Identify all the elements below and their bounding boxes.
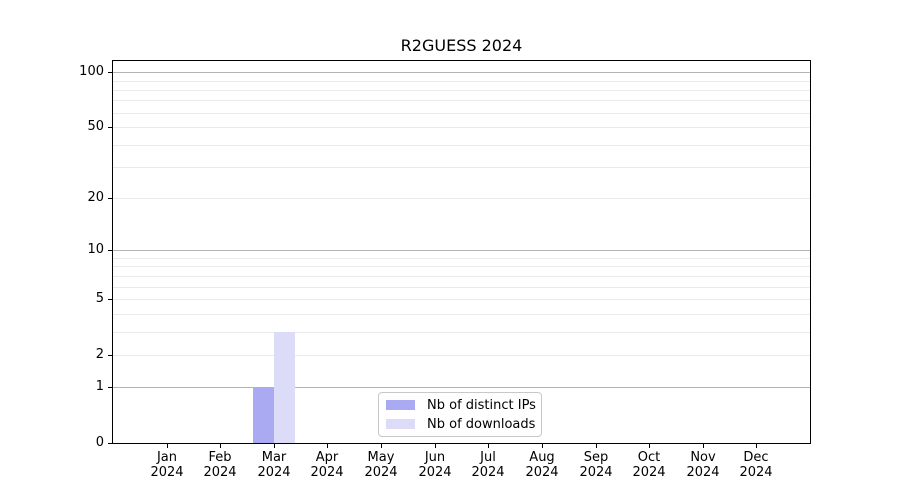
x-tick-label: Jul 2024 xyxy=(471,450,505,480)
minor-gridline xyxy=(113,313,810,315)
minor-gridline xyxy=(113,299,810,300)
y-tick-mark xyxy=(108,127,113,128)
x-tick-label: Mar 2024 xyxy=(257,450,291,480)
y-tick-label: 0 xyxy=(95,435,104,450)
x-tick-label: Jun 2024 xyxy=(418,450,452,480)
minor-gridline xyxy=(113,286,810,288)
minor-gridline xyxy=(113,354,810,356)
major-gridline xyxy=(113,387,810,389)
x-tick-label: Oct 2024 xyxy=(632,450,666,480)
plot-area xyxy=(112,60,811,444)
legend-item-distinct-ips: Nb of distinct IPs xyxy=(386,397,541,413)
y-tick-label: 50 xyxy=(87,119,104,134)
x-tick-mark xyxy=(327,443,328,448)
major-gridline xyxy=(113,72,810,74)
x-tick-mark xyxy=(274,443,275,448)
y-tick-mark xyxy=(108,72,113,73)
y-tick-label: 5 xyxy=(95,291,104,306)
y-tick-mark xyxy=(108,299,113,300)
y-tick-mark xyxy=(108,198,113,199)
minor-gridline xyxy=(113,275,810,277)
minor-gridline xyxy=(113,266,810,268)
y-tick-mark xyxy=(108,443,113,444)
minor-gridline xyxy=(113,144,810,146)
legend-swatch-downloads xyxy=(386,419,415,429)
x-tick-mark xyxy=(542,443,543,448)
major-gridline xyxy=(113,250,810,252)
x-tick-label: May 2024 xyxy=(364,450,398,480)
y-tick-label: 100 xyxy=(79,64,104,79)
minor-gridline xyxy=(113,127,810,129)
minor-gridline xyxy=(113,89,810,91)
y-tick-mark xyxy=(108,355,113,356)
y-tick-label: 20 xyxy=(87,190,104,205)
x-tick-mark xyxy=(596,443,597,448)
x-tick-mark xyxy=(435,443,436,448)
y-tick-label: 10 xyxy=(87,242,104,257)
x-tick-mark xyxy=(488,443,489,448)
minor-gridline xyxy=(113,198,810,200)
x-tick-label: Jan 2024 xyxy=(150,450,184,480)
x-tick-label: Sep 2024 xyxy=(579,450,613,480)
x-tick-label: Nov 2024 xyxy=(686,450,720,480)
minor-gridline xyxy=(113,112,810,114)
legend-label: Nb of distinct IPs xyxy=(427,397,536,413)
x-tick-mark xyxy=(381,443,382,448)
minor-gridline xyxy=(113,100,810,102)
y-tick-label: 2 xyxy=(95,347,104,362)
legend: Nb of distinct IPs Nb of downloads xyxy=(378,392,542,437)
legend-swatch-distinct-ips xyxy=(386,400,415,410)
y-tick-mark xyxy=(108,250,113,251)
minor-gridline xyxy=(113,257,810,259)
legend-label: Nb of downloads xyxy=(427,416,536,432)
y-tick-label: 1 xyxy=(95,379,104,394)
bar-nb-of-distinct-ips-mar xyxy=(252,387,274,443)
x-tick-mark xyxy=(756,443,757,448)
bar-nb-of-downloads-mar xyxy=(273,331,295,443)
minor-gridline xyxy=(113,331,810,333)
y-tick-mark xyxy=(108,387,113,388)
minor-gridline xyxy=(113,80,810,82)
legend-item-downloads: Nb of downloads xyxy=(386,416,541,432)
chart-title: R2GUESS 2024 xyxy=(400,36,523,55)
x-tick-mark xyxy=(649,443,650,448)
minor-gridline xyxy=(113,167,810,169)
x-tick-label: Apr 2024 xyxy=(310,450,344,480)
x-tick-label: Feb 2024 xyxy=(203,450,237,480)
x-tick-label: Dec 2024 xyxy=(739,450,773,480)
x-tick-label: Aug 2024 xyxy=(525,450,559,480)
x-tick-mark xyxy=(220,443,221,448)
x-tick-mark xyxy=(703,443,704,448)
x-tick-mark xyxy=(167,443,168,448)
